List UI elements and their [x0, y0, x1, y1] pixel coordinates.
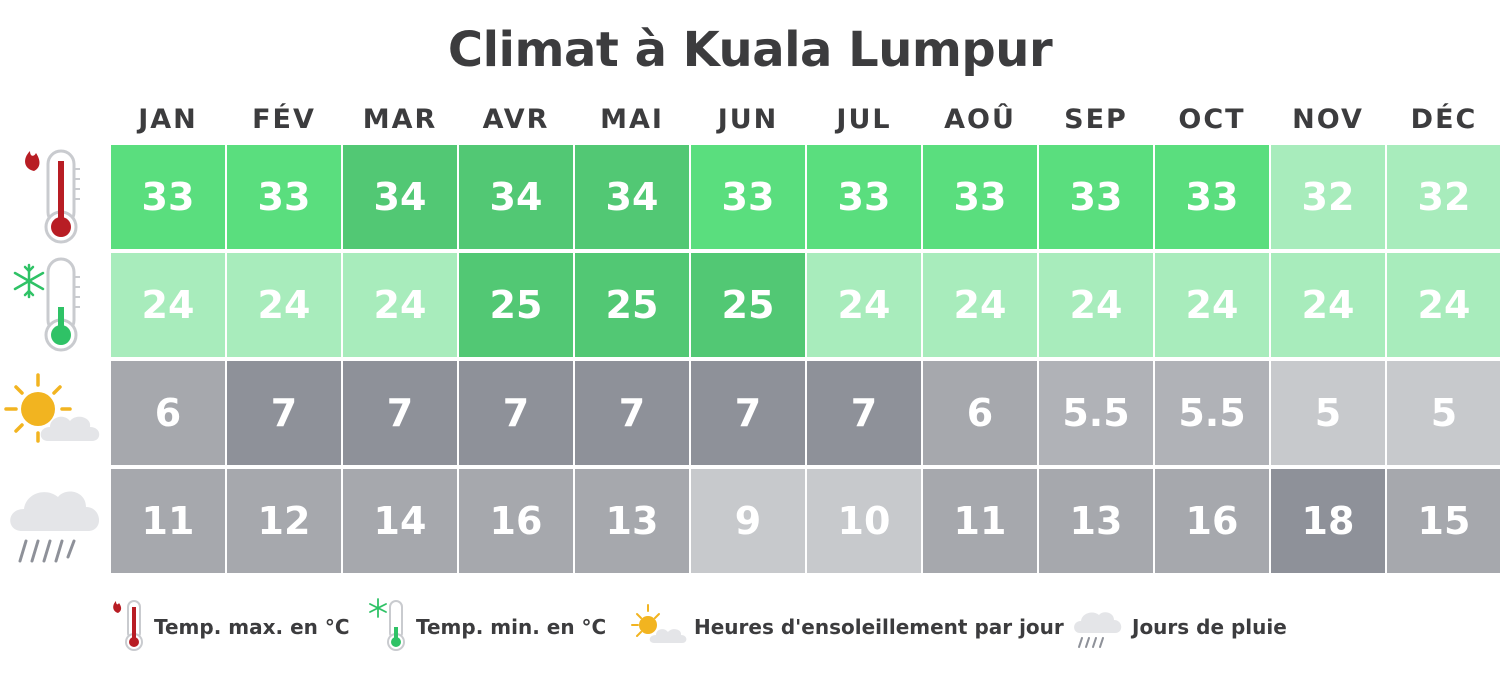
- min-temp-cell: 25: [459, 253, 573, 357]
- chart-title: Climat à Kuala Lumpur: [447, 22, 1053, 78]
- sunshine-cell: 5: [1387, 361, 1500, 465]
- sunshine-cell: 5.5: [1155, 361, 1269, 465]
- min-temp-cell: 24: [1387, 253, 1500, 357]
- climate-table: 33 33 34 34 34 33 33 33 33 33 32 32 24 24 24 25 25 25 24 24…: [111, 145, 1500, 575]
- rain-days-cell: 13: [575, 469, 689, 573]
- max-temp-cell: 34: [575, 145, 689, 249]
- legend-item-max-temp: Temp. max. en °C: [108, 592, 350, 662]
- min-temp-cell: 24: [923, 253, 1037, 357]
- rain-days-cell: 18: [1271, 469, 1385, 573]
- max-temp-cell: 33: [1155, 145, 1269, 249]
- legend-label: Temp. min. en °C: [416, 615, 607, 639]
- month-label: MAI: [600, 104, 664, 135]
- month-label: MAR: [362, 104, 438, 135]
- rain-days-cell: 11: [111, 469, 225, 573]
- legend-item-rain-days: Jours de pluie: [1068, 592, 1287, 662]
- rain-days-cell: 16: [459, 469, 573, 573]
- rain-days-cell: 10: [807, 469, 921, 573]
- rain-days-cell: 16: [1155, 469, 1269, 573]
- sunshine-cell: 7: [343, 361, 457, 465]
- month-label: SEP: [1064, 104, 1128, 135]
- cold-thermometer-icon: [366, 595, 410, 659]
- month-label: AOÛ: [944, 104, 1016, 135]
- hot-thermometer-icon: [108, 595, 148, 659]
- max-temp-cell: 33: [807, 145, 921, 249]
- rain-days-cell: 11: [923, 469, 1037, 573]
- cold-thermometer-icon: [0, 253, 108, 357]
- legend-label: Temp. max. en °C: [154, 615, 350, 639]
- sunshine-cell: 7: [575, 361, 689, 465]
- max-temp-cell: 33: [227, 145, 341, 249]
- sunshine-cell: 6: [923, 361, 1037, 465]
- month-label: DÉC: [1410, 104, 1478, 135]
- rain-days-cell: 14: [343, 469, 457, 573]
- max-temp-cell: 33: [923, 145, 1037, 249]
- min-temp-cell: 25: [691, 253, 805, 357]
- sunshine-cell: 7: [691, 361, 805, 465]
- legend-item-min-temp: Temp. min. en °C: [366, 592, 606, 662]
- rain-days-cell: 13: [1039, 469, 1153, 573]
- max-temp-cell: 34: [343, 145, 457, 249]
- min-temp-cell: 24: [111, 253, 225, 357]
- min-temp-cell: 25: [575, 253, 689, 357]
- min-temp-cell: 24: [1039, 253, 1153, 357]
- month-label: AVR: [482, 104, 550, 135]
- rain-days-cell: 15: [1387, 469, 1500, 573]
- sun-cloud-icon: [628, 595, 688, 659]
- rain-cloud-icon: [0, 469, 108, 573]
- sunshine-cell: 5.5: [1039, 361, 1153, 465]
- max-temp-cell: 33: [1039, 145, 1153, 249]
- sunshine-cell: 6: [111, 361, 225, 465]
- min-temp-cell: 24: [227, 253, 341, 357]
- month-label: JAN: [138, 104, 198, 135]
- min-temp-cell: 24: [343, 253, 457, 357]
- legend-label: Heures d'ensoleillement par jour: [694, 615, 1064, 639]
- min-temp-cell: 24: [1271, 253, 1385, 357]
- month-header-row: JAN FÉV MAR AVR MAI JUN JUL AOÛ SEP OCT NOV DÉC: [111, 100, 1500, 140]
- max-temp-cell: 34: [459, 145, 573, 249]
- sun-cloud-icon: [0, 361, 108, 465]
- max-temp-cell: 32: [1387, 145, 1500, 249]
- min-temp-cell: 24: [807, 253, 921, 357]
- hot-thermometer-icon: [0, 145, 108, 249]
- max-temp-cell: 33: [691, 145, 805, 249]
- min-temp-cell: 24: [1155, 253, 1269, 357]
- legend-label: Jours de pluie: [1132, 615, 1287, 639]
- month-label: FÉV: [252, 104, 316, 135]
- month-label: JUL: [836, 104, 892, 135]
- rain-days-cell: 12: [227, 469, 341, 573]
- sunshine-cell: 7: [227, 361, 341, 465]
- sunshine-cell: 7: [459, 361, 573, 465]
- rain-cloud-icon: [1068, 595, 1126, 659]
- sunshine-cell: 7: [807, 361, 921, 465]
- sunshine-cell: 5: [1271, 361, 1385, 465]
- month-label: NOV: [1292, 104, 1364, 135]
- month-label: OCT: [1178, 104, 1246, 135]
- legend-item-sunshine: Heures d'ensoleillement par jour: [628, 592, 1064, 662]
- max-temp-cell: 33: [111, 145, 225, 249]
- rain-days-cell: 9: [691, 469, 805, 573]
- month-label: JUN: [717, 104, 779, 135]
- max-temp-cell: 32: [1271, 145, 1385, 249]
